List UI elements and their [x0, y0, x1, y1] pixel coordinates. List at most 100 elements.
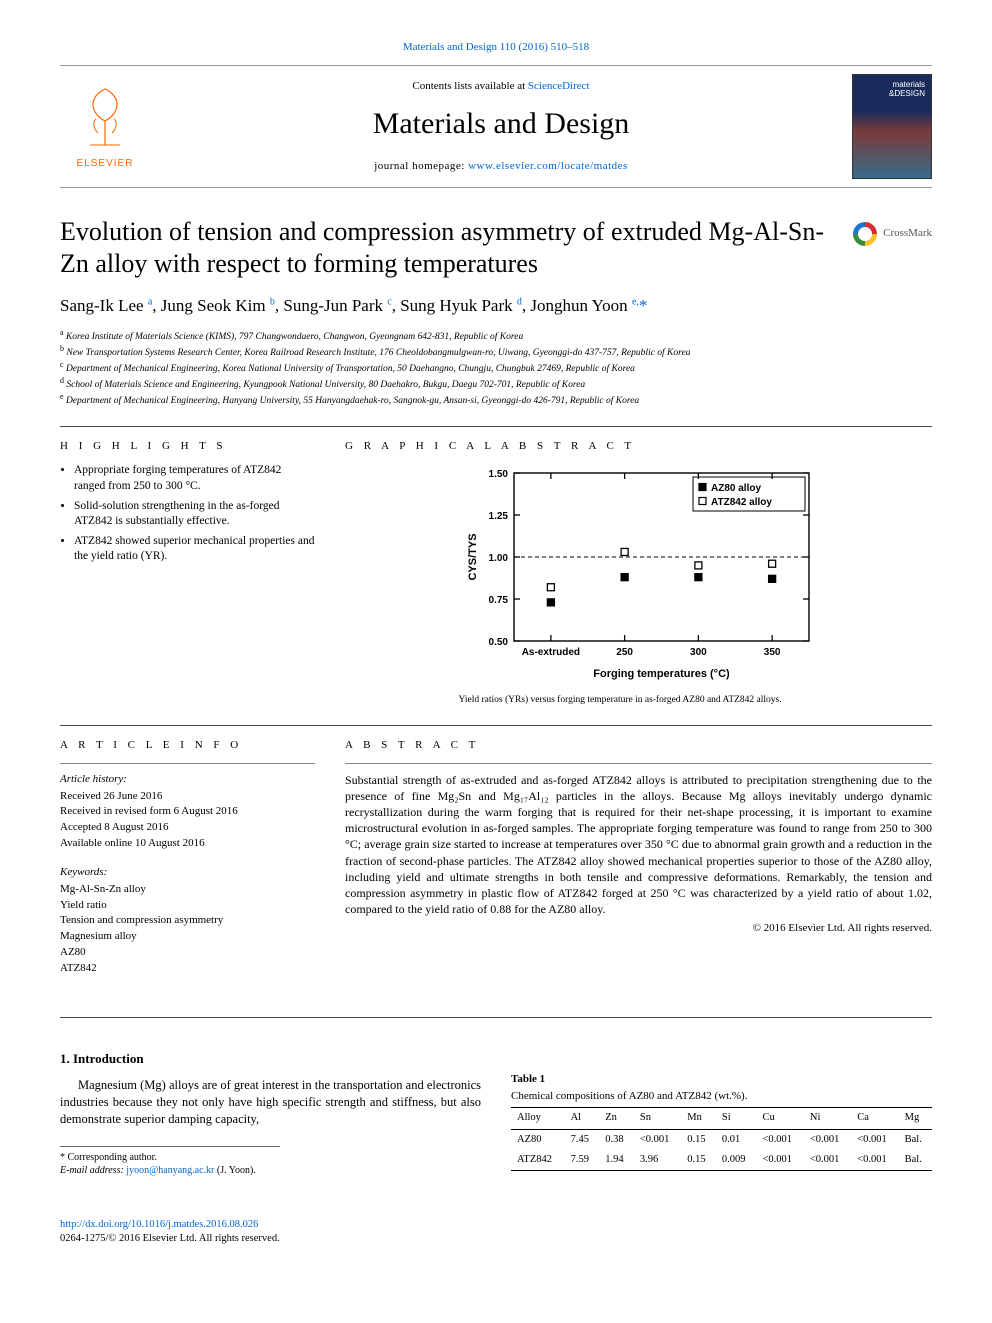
crossmark-badge[interactable]: CrossMark: [853, 222, 932, 246]
elsevier-wordmark: ELSEVIER: [77, 157, 134, 171]
intro-paragraph: Magnesium (Mg) alloys are of great inter…: [60, 1077, 481, 1128]
corresponding-email-link[interactable]: jyoon@hanyang.ac.kr: [126, 1165, 214, 1176]
table-header-cell: Cu: [757, 1108, 804, 1129]
table-cell: 0.15: [681, 1150, 716, 1171]
highlight-item: Solid-solution strengthening in the as-f…: [74, 499, 315, 530]
table-cell: <0.001: [804, 1129, 851, 1150]
table-cell: <0.001: [851, 1129, 898, 1150]
table-cell: Bal.: [899, 1150, 932, 1171]
svg-text:300: 300: [690, 647, 707, 658]
article-history-head: Article history:: [60, 772, 315, 787]
table-header-cell: Zn: [599, 1108, 634, 1129]
table-cell: ATZ842: [511, 1150, 565, 1171]
svg-text:250: 250: [616, 647, 633, 658]
highlights-heading: H I G H L I G H T S: [60, 439, 315, 454]
affiliation-line: b New Transportation Systems Research Ce…: [60, 344, 932, 360]
doi-block: http://dx.doi.org/10.1016/j.matdes.2016.…: [60, 1218, 932, 1246]
affiliation-line: e Department of Mechanical Engineering, …: [60, 392, 932, 408]
svg-text:CYS/TYS: CYS/TYS: [467, 534, 479, 581]
email-label: E-mail address:: [60, 1165, 124, 1176]
divider: [60, 725, 932, 726]
table-cell: 3.96: [634, 1150, 681, 1171]
table-cell: 1.94: [599, 1150, 634, 1171]
table-header-cell: Al: [565, 1108, 600, 1129]
table-header-cell: Sn: [634, 1108, 681, 1129]
table-cell: 7.59: [565, 1150, 600, 1171]
history-line: Available online 10 August 2016: [60, 836, 315, 851]
svg-text:ATZ842 alloy: ATZ842 alloy: [711, 497, 772, 508]
corresponding-author-note: * Corresponding author. E-mail address: …: [60, 1146, 280, 1178]
svg-text:As-extruded: As-extruded: [521, 647, 579, 658]
table-row: AZ807.450.38<0.0010.150.01<0.001<0.001<0…: [511, 1129, 932, 1150]
abstract-text: Substantial strength of as-extruded and …: [345, 772, 932, 918]
svg-text:Forging temperatures (°C): Forging temperatures (°C): [593, 668, 730, 680]
highlight-item: ATZ842 showed superior mechanical proper…: [74, 534, 315, 565]
table-cell: <0.001: [851, 1150, 898, 1171]
table-header-cell: Ca: [851, 1108, 898, 1129]
doi-link[interactable]: http://dx.doi.org/10.1016/j.matdes.2016.…: [60, 1219, 258, 1230]
divider: [60, 1017, 932, 1018]
email-suffix: (J. Yoon).: [217, 1165, 256, 1176]
journal-homepage-link[interactable]: www.elsevier.com/locate/matdes: [468, 160, 628, 172]
keyword-item: AZ80: [60, 945, 315, 960]
keyword-item: Yield ratio: [60, 898, 315, 913]
elsevier-logo: ELSEVIER: [60, 76, 150, 176]
section-heading-introduction: 1. Introduction: [60, 1050, 481, 1068]
citation-link[interactable]: Materials and Design 110 (2016) 510–518: [403, 41, 589, 53]
abstract-copyright: © 2016 Elsevier Ltd. All rights reserved…: [345, 921, 932, 936]
table1-label: Table 1: [511, 1072, 932, 1087]
svg-text:0.50: 0.50: [488, 637, 508, 648]
svg-text:350: 350: [763, 647, 780, 658]
crossmark-label: CrossMark: [883, 226, 932, 241]
table-cell: 0.15: [681, 1129, 716, 1150]
abstract-heading: A B S T R A C T: [345, 738, 932, 753]
table1: AlloyAlZnSnMnSiCuNiCaMg AZ807.450.38<0.0…: [511, 1107, 932, 1171]
divider: [60, 763, 315, 764]
citation-line: Materials and Design 110 (2016) 510–518: [60, 40, 932, 55]
crossmark-icon: [853, 222, 877, 246]
table-header-cell: Si: [716, 1108, 757, 1129]
history-line: Accepted 8 August 2016: [60, 820, 315, 835]
journal-homepage-line: journal homepage: www.elsevier.com/locat…: [162, 159, 840, 174]
keyword-item: ATZ842: [60, 961, 315, 976]
keyword-item: Magnesium alloy: [60, 929, 315, 944]
table-header-cell: Mn: [681, 1108, 716, 1129]
journal-cover-thumbnail: materials &DESIGN: [852, 74, 932, 179]
table-cell: 0.38: [599, 1129, 634, 1150]
affiliation-line: a Korea Institute of Materials Science (…: [60, 328, 932, 344]
affiliation-line: c Department of Mechanical Engineering, …: [60, 360, 932, 376]
svg-text:0.75: 0.75: [488, 595, 508, 606]
svg-text:AZ80 alloy: AZ80 alloy: [711, 483, 761, 494]
graphical-abstract-heading: G R A P H I C A L A B S T R A C T: [345, 439, 932, 454]
corr-label: Corresponding author.: [68, 1152, 157, 1163]
history-line: Received in revised form 6 August 2016: [60, 804, 315, 819]
divider: [345, 763, 932, 764]
table1-caption: Chemical compositions of AZ80 and ATZ842…: [511, 1089, 932, 1104]
keyword-item: Mg-Al-Sn-Zn alloy: [60, 882, 315, 897]
highlights-list: Appropriate forging temperatures of ATZ8…: [60, 463, 315, 564]
table-cell: 7.45: [565, 1129, 600, 1150]
table-cell: 0.01: [716, 1129, 757, 1150]
table-cell: <0.001: [757, 1150, 804, 1171]
table-cell: <0.001: [634, 1129, 681, 1150]
homepage-prefix: journal homepage:: [374, 160, 468, 172]
table-header-cell: Alloy: [511, 1108, 565, 1129]
table-cell: Bal.: [899, 1129, 932, 1150]
issn-copyright-line: 0264-1275/© 2016 Elsevier Ltd. All right…: [60, 1233, 280, 1244]
table-cell: <0.001: [757, 1129, 804, 1150]
divider: [60, 426, 932, 427]
contents-prefix: Contents lists available at: [412, 80, 527, 92]
table-cell: AZ80: [511, 1129, 565, 1150]
cover-label-2: &DESIGN: [889, 89, 925, 98]
history-line: Received 26 June 2016: [60, 789, 315, 804]
chart-caption: Yield ratios (YRs) versus forging temper…: [459, 694, 819, 707]
keywords-head: Keywords:: [60, 865, 315, 880]
table-row: ATZ8427.591.943.960.150.009<0.001<0.001<…: [511, 1150, 932, 1171]
journal-name: Materials and Design: [162, 104, 840, 145]
affiliation-line: d School of Materials Science and Engine…: [60, 376, 932, 392]
elsevier-tree-icon: [70, 83, 140, 153]
sciencedirect-link[interactable]: ScienceDirect: [528, 80, 590, 92]
paper-title: Evolution of tension and compression asy…: [60, 216, 833, 281]
table-header-cell: Ni: [804, 1108, 851, 1129]
svg-text:1.00: 1.00: [488, 553, 508, 564]
